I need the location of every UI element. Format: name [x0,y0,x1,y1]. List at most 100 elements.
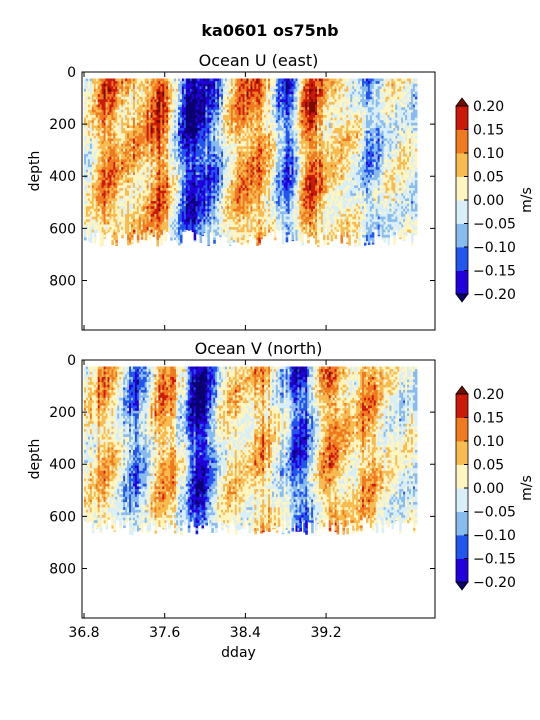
field-cell [129,86,132,90]
field-cell [103,161,107,166]
field-cell [223,120,226,124]
field-cell [191,128,195,132]
field-cell [125,96,128,100]
field-cell [197,133,201,137]
field-cell [144,167,148,171]
field-cell [166,156,169,160]
field-cell [127,86,130,90]
field-cell [205,224,208,228]
field-cell [179,232,183,236]
field-cell [144,237,148,241]
field-cell [138,198,142,202]
field-cell [162,88,165,93]
field-cell [154,172,158,176]
field-cell [172,148,175,153]
field-cell [158,224,161,228]
field-cell [129,174,132,179]
field-cell [121,211,124,215]
field-cell [99,234,103,239]
field-cell [99,174,103,179]
field-cell [177,128,181,132]
field-cell [154,224,158,228]
field-cell [85,151,89,155]
field-cell [207,234,210,239]
field-cell [213,201,216,205]
field-cell [109,182,113,186]
field-cell [215,177,218,181]
field-cell [95,135,99,140]
field-cell [117,214,120,218]
field-cell [174,99,177,103]
field-cell [185,154,189,158]
field-cell [174,138,177,142]
field-cell [168,120,171,124]
field-cell [125,187,128,192]
field-cell [176,240,179,243]
field-cell [181,195,185,199]
field-cell [93,232,97,236]
field-cell [142,195,146,199]
field-cell [154,83,158,87]
field-cell [179,201,183,205]
field-cell [91,177,95,181]
field-cell [113,122,116,127]
field-cell [187,130,191,134]
field-cell [85,172,89,176]
field-cell [211,219,214,223]
field-cell [117,167,120,171]
field-cell [132,164,136,168]
field-cell [131,96,134,100]
field-cell [221,117,224,121]
field-cell [148,83,152,87]
field-cell [191,112,195,116]
field-cell [158,187,161,192]
field-cell [191,109,195,113]
field-cell [138,99,142,103]
field-cell [152,174,156,179]
field-cell [213,159,216,163]
field-cell [156,221,160,226]
field-cell [109,161,113,166]
field-cell [213,94,216,98]
field-cell [156,242,160,246]
field-cell [205,190,208,194]
field-cell [136,240,140,244]
field-cell [95,206,99,210]
field-cell [140,221,144,226]
field-cell [197,146,201,150]
field-cell [93,193,97,197]
field-cell [146,86,150,90]
field-cell [197,83,201,87]
field-cell [158,208,161,213]
field-cell [164,208,167,213]
field-cell [97,143,101,147]
field-cell [199,146,203,150]
field-cell [183,96,187,100]
field-cell [134,138,138,142]
field-cell [91,117,95,121]
field-cell [209,156,212,160]
field-cell [176,169,179,173]
field-cell [152,122,156,127]
field-cell [85,177,89,181]
field-cell [101,198,105,202]
field-cell [193,203,197,207]
field-cell [97,138,101,142]
panel-1: Ocean U (east)0200400600800depth−0.20−0.… [27,51,535,331]
field-cell [172,195,175,199]
field-cell [131,164,134,168]
field-cell [89,237,93,241]
field-cell [203,143,207,147]
field-cell [111,141,114,145]
field-cell [152,148,156,153]
field-cell [84,78,87,82]
field-cell [170,206,173,210]
field-cell [144,117,148,121]
field-cell [115,221,118,226]
field-cell [217,214,220,218]
field-cell [156,109,160,113]
field-cell [91,221,95,226]
field-cell [117,224,120,228]
field-cell [176,112,179,116]
field-cell [189,83,193,87]
